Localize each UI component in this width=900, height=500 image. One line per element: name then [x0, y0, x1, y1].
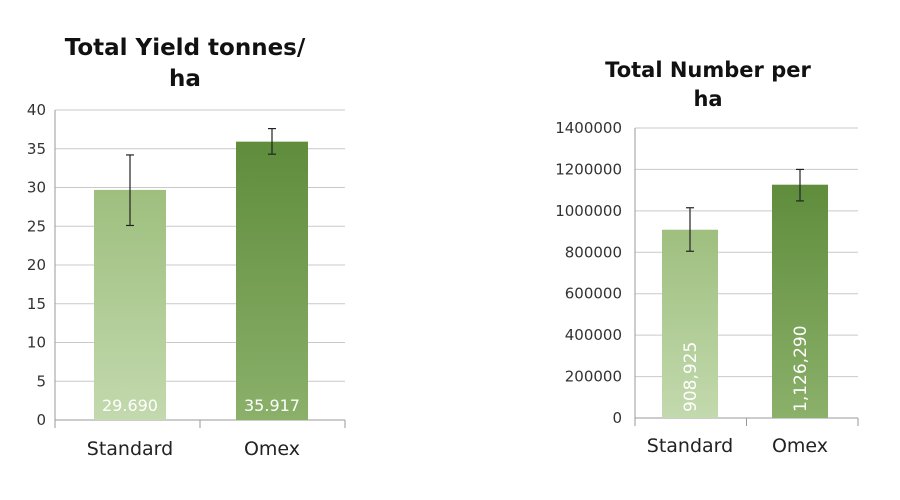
- y-tick-label: 1200000: [555, 160, 622, 178]
- yield-chart: Total Yield tonnes/ha 0 5 10 15 20 25 30 35 40 29.…: [27, 35, 346, 460]
- y-tick-label: 400000: [565, 326, 622, 344]
- y-tick-label: 600000: [565, 285, 622, 303]
- data-label: 908,925: [681, 342, 701, 412]
- data-label: 35.917: [244, 396, 300, 415]
- y-tick-label: 35: [27, 140, 46, 158]
- x-category-label: Omex: [244, 438, 300, 460]
- data-label: 29.690: [102, 396, 158, 415]
- y-tick-label: 5: [36, 372, 46, 390]
- x-category-label: Omex: [772, 435, 828, 457]
- chart-title-line: ha: [693, 87, 722, 111]
- chart-title-line: Total Yield tonnes/: [65, 35, 306, 61]
- y-tick-label: 0: [36, 411, 46, 429]
- x-category-label: Standard: [87, 438, 173, 460]
- y-tick-label: 10: [27, 334, 46, 352]
- bar-standard: [662, 229, 718, 418]
- y-tick-label: 200000: [565, 368, 622, 386]
- y-tick-label: 1400000: [555, 119, 622, 137]
- y-tick-label: 0: [612, 409, 622, 427]
- bar-omex: [772, 184, 828, 418]
- data-label: 1,126,290: [791, 325, 811, 412]
- x-category-label: Standard: [647, 435, 733, 457]
- y-tick-label: 800000: [565, 243, 622, 261]
- chart-title-line: ha: [169, 66, 201, 92]
- bar-standard: [94, 189, 166, 420]
- number-chart: Total Number per ha 0 200000 400000 600000 800…: [555, 58, 859, 457]
- y-tick-label: 25: [27, 217, 46, 235]
- y-tick-label: 15: [27, 295, 46, 313]
- y-tick-label: 1000000: [555, 202, 622, 220]
- y-tick-label: 20: [27, 256, 46, 274]
- chart-title-line: Total Number per: [605, 58, 811, 82]
- y-tick-label: 40: [27, 101, 46, 119]
- y-tick-label: 30: [27, 179, 46, 197]
- bar-omex: [236, 141, 308, 420]
